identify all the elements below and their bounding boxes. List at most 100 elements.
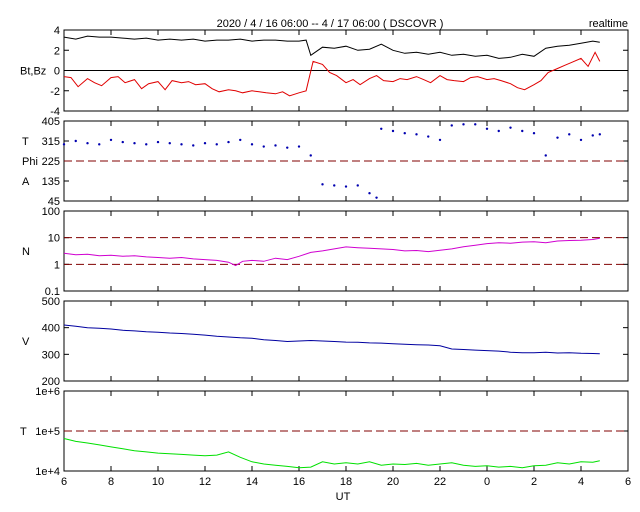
data-point xyxy=(62,143,66,146)
x-tick-label: 2 xyxy=(531,476,537,488)
series-line-t xyxy=(63,438,600,469)
y-tick-label: 1e+6 xyxy=(35,386,60,398)
y-tick-label: 2 xyxy=(54,45,60,57)
x-tick-label: 0 xyxy=(484,476,490,488)
data-point xyxy=(544,154,547,157)
y-axis-label: Phi xyxy=(22,156,38,168)
data-point xyxy=(415,133,418,136)
y-axis-label: A xyxy=(22,176,30,188)
data-point xyxy=(192,144,195,147)
panel-theta-phi: 45 135 225 315 405 T Phi A xyxy=(22,116,629,208)
x-axis-label: UT xyxy=(336,491,351,503)
data-point xyxy=(203,142,207,145)
y-axis-label: T xyxy=(20,426,27,438)
panel-frame xyxy=(63,210,629,292)
data-point xyxy=(521,129,524,133)
series-line-n xyxy=(63,237,600,267)
data-point xyxy=(591,134,594,137)
x-tick-label: 20 xyxy=(387,476,399,488)
x-tick-label: 16 xyxy=(293,476,305,488)
data-point xyxy=(145,143,148,146)
data-point xyxy=(156,140,160,144)
x-tick-label: 10 xyxy=(152,476,164,488)
data-point xyxy=(86,142,89,145)
data-point xyxy=(450,124,453,127)
data-point xyxy=(485,127,489,130)
data-point xyxy=(556,136,559,139)
data-point xyxy=(262,145,265,148)
data-point xyxy=(497,129,500,133)
x-tick-label: 14 xyxy=(246,476,258,488)
data-point xyxy=(74,139,77,143)
data-point xyxy=(380,127,383,130)
y-axis-label: Bt,Bz xyxy=(20,66,46,78)
panel-bfield: -4 -2 0 2 4 Bt,Bz xyxy=(20,25,629,118)
y-tick-label: 300 xyxy=(42,349,60,361)
plot-title: 2020 / 4 / 16 06:00 -- 4 / 17 06:00 ( DS… xyxy=(217,18,444,30)
y-tick-label: 400 xyxy=(42,323,60,335)
y-tick-label: 315 xyxy=(42,136,60,148)
x-tick-label: 6 xyxy=(61,476,67,488)
y-tick-label: -2 xyxy=(50,86,60,98)
data-point xyxy=(403,132,406,135)
y-tick-label: 135 xyxy=(42,176,60,188)
realtime-label: realtime xyxy=(589,18,628,30)
y-tick-label: 405 xyxy=(42,116,60,128)
data-point xyxy=(321,183,324,186)
data-point xyxy=(98,143,101,146)
data-point xyxy=(250,143,254,146)
y-axis-label: T xyxy=(22,136,29,148)
data-point xyxy=(427,135,430,138)
panel-speed: 200 300 400 500 V xyxy=(22,296,629,388)
data-point xyxy=(532,132,536,135)
data-point xyxy=(568,133,571,136)
data-point xyxy=(133,142,136,145)
data-point xyxy=(333,184,336,187)
y-tick-label: 100 xyxy=(42,206,60,218)
series-line-v xyxy=(63,324,600,355)
y-tick-label: 0.1 xyxy=(45,286,60,298)
y-tick-label: 10 xyxy=(48,233,60,245)
data-point xyxy=(168,142,171,145)
series-line-bz xyxy=(63,51,601,97)
x-tick-label: 12 xyxy=(199,476,211,488)
x-tick-label: 4 xyxy=(578,476,584,488)
y-tick-label: 1e+4 xyxy=(35,466,60,478)
data-point xyxy=(286,146,289,149)
data-point xyxy=(462,123,465,126)
panel-frame xyxy=(63,300,629,382)
y-tick-label: 200 xyxy=(42,376,60,388)
y-tick-label: 1e+5 xyxy=(35,426,60,438)
y-tick-label: -4 xyxy=(50,106,60,118)
y-tick-label: 225 xyxy=(42,156,60,168)
series-line-bt xyxy=(63,35,600,59)
data-point xyxy=(227,140,230,144)
x-tick-label: 18 xyxy=(340,476,352,488)
data-point xyxy=(509,126,512,129)
y-axis-label: N xyxy=(22,246,30,258)
panel-temperature: 1e+4 1e+5 1e+6 T xyxy=(20,386,629,478)
data-point xyxy=(356,184,359,187)
data-point xyxy=(215,143,218,146)
data-point xyxy=(297,145,301,148)
x-tick-label: 22 xyxy=(434,476,446,488)
data-point xyxy=(121,140,124,144)
data-point xyxy=(368,192,371,195)
x-tick-label: 8 xyxy=(108,476,114,488)
y-tick-label: 45 xyxy=(48,196,60,208)
data-point xyxy=(579,138,583,142)
data-point xyxy=(180,143,183,146)
panel-density: 0.1 1 10 100 N xyxy=(22,206,629,298)
data-point xyxy=(438,138,442,142)
y-tick-label: 0 xyxy=(54,66,60,78)
data-point xyxy=(109,138,113,142)
data-point xyxy=(598,133,601,136)
data-point xyxy=(474,123,477,126)
data-point xyxy=(391,129,395,133)
data-point xyxy=(309,154,312,157)
y-tick-label: 1 xyxy=(54,259,60,271)
x-tick-label: 6 xyxy=(625,476,631,488)
data-point xyxy=(274,144,277,147)
